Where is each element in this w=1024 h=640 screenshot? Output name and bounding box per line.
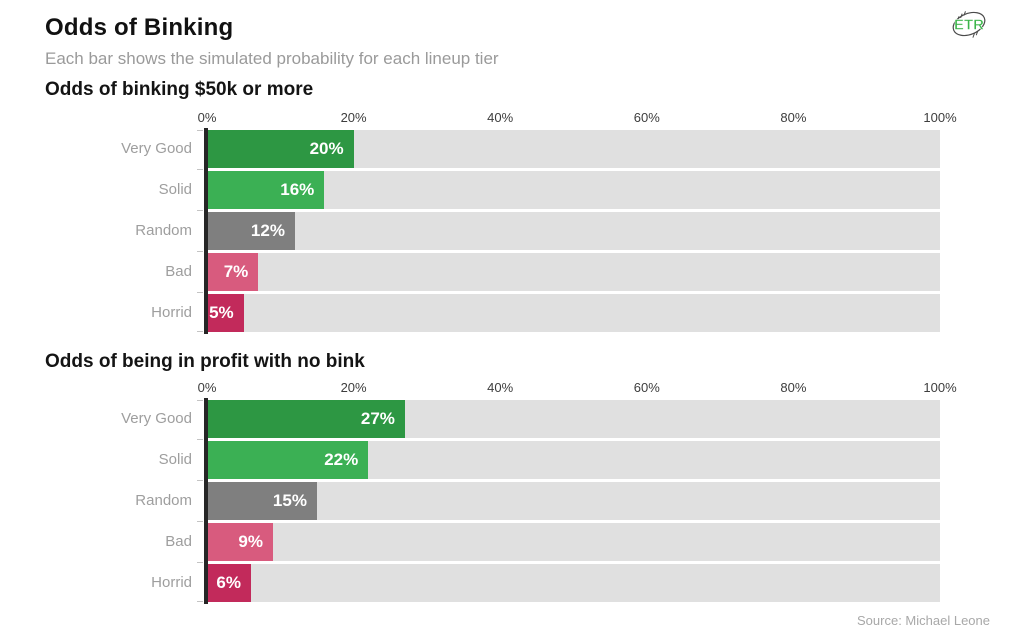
plot-area: Very Good 20% Solid 16% Random 12% Bad 7% Horrid… bbox=[0, 128, 940, 334]
y-axis-tick bbox=[197, 251, 203, 252]
bar-row: Very Good 27% bbox=[0, 400, 940, 438]
x-axis-tick-label: 80% bbox=[780, 380, 807, 395]
x-axis-tick-label: 20% bbox=[340, 380, 367, 395]
bar-track: 22% bbox=[207, 441, 940, 479]
bar-row: Horrid 5% bbox=[0, 294, 940, 332]
page-subtitle: Each bar shows the simulated probability… bbox=[45, 49, 499, 68]
header: Odds of Binking Each bar shows the simul… bbox=[0, 0, 1024, 69]
bar-row: Random 15% bbox=[0, 482, 940, 520]
page-title: Odds of Binking bbox=[45, 14, 234, 41]
bar-track: 7% bbox=[207, 253, 940, 291]
x-axis-tick-label: 60% bbox=[633, 110, 660, 125]
category-label: Horrid bbox=[151, 304, 192, 321]
bar-value-label: 5% bbox=[209, 303, 234, 322]
bar-fill: 20% bbox=[207, 130, 354, 168]
bar-row: Solid 16% bbox=[0, 171, 940, 209]
category-label: Solid bbox=[158, 181, 192, 198]
category-label: Horrid bbox=[151, 574, 192, 591]
x-axis: 0% 20% 40% 60% 80% 100% bbox=[198, 110, 957, 125]
bar-value-label: 20% bbox=[309, 139, 344, 158]
y-axis-tick bbox=[197, 521, 203, 522]
source-credit: Source: Michael Leone bbox=[857, 613, 990, 628]
bar-row: Random 12% bbox=[0, 212, 940, 250]
bar-fill: 22% bbox=[207, 441, 369, 479]
bar-track: 27% bbox=[207, 400, 940, 438]
x-axis-tick-label: 100% bbox=[923, 380, 957, 395]
category-label: Bad bbox=[165, 263, 192, 280]
bar-track: 5% bbox=[207, 294, 940, 332]
bar-row: Bad 7% bbox=[0, 253, 940, 291]
bar-fill: 6% bbox=[207, 564, 251, 602]
category-label: Random bbox=[135, 492, 192, 509]
bar-fill: 7% bbox=[207, 253, 259, 291]
x-axis-tick-label: 40% bbox=[487, 110, 514, 125]
bar-track: 16% bbox=[207, 171, 940, 209]
y-axis-tick bbox=[197, 292, 203, 293]
x-axis-tick-label: 0% bbox=[197, 380, 217, 395]
y-axis-tick bbox=[197, 169, 203, 170]
bar-track: 6% bbox=[207, 564, 940, 602]
etr-logo-text: ETR bbox=[954, 17, 984, 34]
x-axis-tick-label: 40% bbox=[487, 380, 514, 395]
bar-value-label: 27% bbox=[360, 409, 395, 428]
bar-row: Solid 22% bbox=[0, 441, 940, 479]
y-axis-tick bbox=[197, 562, 203, 563]
category-label: Solid bbox=[158, 451, 192, 468]
bar-value-label: 15% bbox=[272, 491, 307, 510]
etr-football-logo: ETR bbox=[946, 5, 992, 45]
y-axis-tick bbox=[197, 400, 203, 401]
bar-row: Bad 9% bbox=[0, 523, 940, 561]
category-label: Bad bbox=[165, 533, 192, 550]
bar-value-label: 9% bbox=[238, 532, 263, 551]
y-axis-tick bbox=[197, 130, 203, 131]
chart-1-title: Odds of binking $50k or more bbox=[45, 79, 314, 100]
x-axis-tick-label: 100% bbox=[923, 110, 957, 125]
y-axis-line bbox=[204, 128, 208, 334]
bar-fill: 12% bbox=[207, 212, 295, 250]
bar-track: 15% bbox=[207, 482, 940, 520]
chart-2: 0% 20% 40% 60% 80% 100% Very Good 27% Solid 22% Ra… bbox=[0, 380, 957, 604]
bar-track: 20% bbox=[207, 130, 940, 168]
chart-1: 0% 20% 40% 60% 80% 100% Very Good 20% Solid 16% Ra… bbox=[0, 110, 957, 334]
x-axis-tick-label: 0% bbox=[197, 110, 217, 125]
x-axis: 0% 20% 40% 60% 80% 100% bbox=[198, 380, 957, 395]
plot-area: Very Good 27% Solid 22% Random 15% Bad 9% Horrid… bbox=[0, 398, 940, 604]
bar-track: 9% bbox=[207, 523, 940, 561]
bar-value-label: 7% bbox=[223, 262, 249, 281]
bar-track: 12% bbox=[207, 212, 940, 250]
bar-fill: 15% bbox=[207, 482, 317, 520]
category-label: Very Good bbox=[121, 410, 192, 427]
y-axis-tick bbox=[197, 601, 203, 602]
y-axis-tick bbox=[197, 439, 203, 440]
bar-value-label: 16% bbox=[280, 180, 315, 199]
bar-fill: 16% bbox=[207, 171, 325, 209]
x-axis-tick-label: 60% bbox=[633, 380, 660, 395]
bar-value-label: 22% bbox=[324, 450, 359, 469]
y-axis-tick bbox=[197, 210, 203, 211]
bar-value-label: 6% bbox=[216, 573, 241, 592]
category-label: Very Good bbox=[121, 140, 192, 157]
bar-row: Horrid 6% bbox=[0, 564, 940, 602]
category-label: Random bbox=[135, 222, 192, 239]
x-axis-tick-label: 80% bbox=[780, 110, 807, 125]
football-icon: ETR bbox=[952, 11, 986, 38]
bar-fill: 27% bbox=[207, 400, 405, 438]
x-axis-tick-label: 20% bbox=[340, 110, 367, 125]
chart-2-title: Odds of being in profit with no bink bbox=[45, 351, 365, 372]
bar-value-label: 12% bbox=[250, 221, 285, 240]
bar-fill: 9% bbox=[207, 523, 273, 561]
y-axis-tick bbox=[197, 480, 203, 481]
y-axis-line bbox=[204, 398, 208, 604]
bar-fill: 5% bbox=[207, 294, 244, 332]
y-axis-tick bbox=[197, 331, 203, 332]
bar-row: Very Good 20% bbox=[0, 130, 940, 168]
